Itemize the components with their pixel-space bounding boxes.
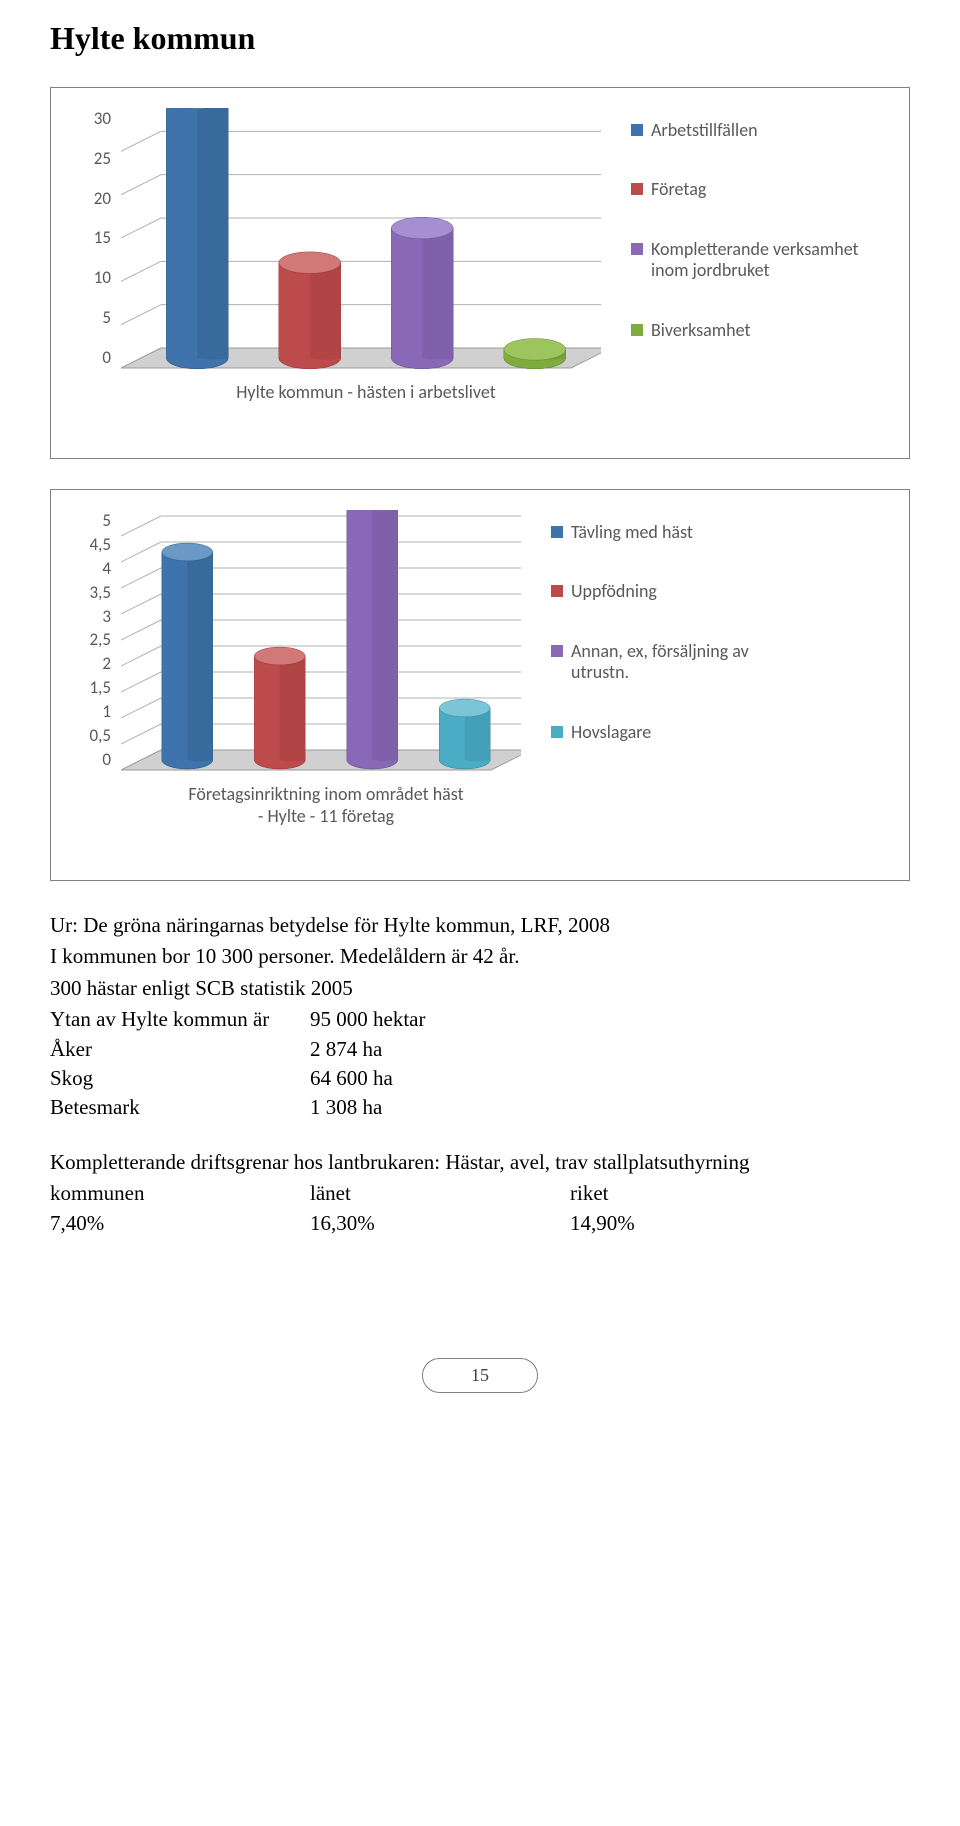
chart2-legend: Tävling med häst Uppfödning Annan, ex, för… <box>551 510 831 770</box>
stat-value: 95 000 hektar <box>310 1005 510 1034</box>
stat-value: 1 308 ha <box>310 1093 510 1122</box>
legend-label: Företag <box>651 179 706 201</box>
legend-item: Kompletterande verksamhet inom jordbruke… <box>631 239 871 282</box>
y-tick: 30 <box>71 108 111 129</box>
comp-heading: Kompletterande driftsgrenar hos lantbruk… <box>50 1148 910 1177</box>
chart1-container: 0 5 10 15 20 25 30 Hylte kommun - hästen i arb… <box>50 87 910 459</box>
comp-col1-val: 7,40% <box>50 1209 310 1238</box>
chart1-y-axis: 0 5 10 15 20 25 30 <box>71 108 111 368</box>
legend-swatch <box>631 183 643 195</box>
y-tick: 3 <box>71 606 111 627</box>
y-tick: 1 <box>71 701 111 722</box>
y-tick: 4 <box>71 558 111 579</box>
legend-swatch <box>551 645 563 657</box>
source-line: Ur: De gröna näringarnas betydelse för H… <box>50 911 910 940</box>
comp-col2-val: 16,30% <box>310 1209 570 1238</box>
stat-label: Betesmark <box>50 1093 310 1122</box>
y-tick: 0 <box>71 749 111 770</box>
y-tick: 3,5 <box>71 582 111 603</box>
page-title: Hylte kommun <box>50 20 910 57</box>
chart2-plot: 0 0,5 1 1,5 2 2,53 3,5 4 4,5 5 Företagsinriktning… <box>71 510 521 860</box>
legend-label: Kompletterande verksamhet inom jordbruke… <box>651 239 871 282</box>
stat-label: Ytan av Hylte kommun är <box>50 1005 310 1034</box>
comp-col1-label: kommunen <box>50 1179 310 1208</box>
population-line: I kommunen bor 10 300 personer. Medelåld… <box>50 942 910 971</box>
body-text: Ur: De gröna näringarnas betydelse för H… <box>50 911 910 1238</box>
legend-swatch <box>631 124 643 136</box>
y-tick: 2,5 <box>71 629 111 650</box>
legend-label: Arbetstillfällen <box>651 120 758 142</box>
y-tick: 25 <box>71 148 111 169</box>
legend-label: Hovslagare <box>571 722 651 744</box>
page-number: 15 <box>422 1358 538 1393</box>
comp-value-row: 7,40% 16,30% 14,90% <box>50 1209 910 1238</box>
comp-header-row: kommunen länet riket <box>50 1179 910 1208</box>
legend-label: Annan, ex, försäljning av utrustn. <box>571 641 791 684</box>
y-tick: 4,5 <box>71 534 111 555</box>
legend-item: Biverksamhet <box>631 320 871 342</box>
chart2-svg: Företagsinriktning inom området häst- Hy… <box>121 510 521 860</box>
y-tick: 15 <box>71 227 111 248</box>
legend-item: Uppfödning <box>551 581 831 603</box>
y-tick: 1,5 <box>71 677 111 698</box>
comp-col3-label: riket <box>570 1179 770 1208</box>
legend-label: Tävling med häst <box>571 522 693 544</box>
comp-col2-label: länet <box>310 1179 570 1208</box>
y-tick: 5 <box>71 510 111 531</box>
y-tick: 0,5 <box>71 725 111 746</box>
stat-label: Skog <box>50 1064 310 1093</box>
legend-swatch <box>551 526 563 538</box>
legend-swatch <box>631 243 643 255</box>
legend-item: Hovslagare <box>551 722 831 744</box>
legend-swatch <box>551 726 563 738</box>
page-number-wrap: 15 <box>50 1358 910 1393</box>
comp-col3-val: 14,90% <box>570 1209 770 1238</box>
stat-value: 64 600 ha <box>310 1064 510 1093</box>
horse-line: 300 hästar enligt SCB statistik 2005 <box>50 974 910 1003</box>
legend-label: Biverksamhet <box>651 320 751 342</box>
y-tick: 20 <box>71 188 111 209</box>
legend-swatch <box>631 324 643 336</box>
stat-label: Åker <box>50 1035 310 1064</box>
legend-item: Arbetstillfällen <box>631 120 871 142</box>
chart1-plot: 0 5 10 15 20 25 30 Hylte kommun - hästen i arb… <box>71 108 601 438</box>
chart1-svg: Hylte kommun - hästen i arbetslivet <box>121 108 601 438</box>
legend-label: Uppfödning <box>571 581 657 603</box>
legend-item: Tävling med häst <box>551 522 831 544</box>
legend-item: Annan, ex, försäljning av utrustn. <box>551 641 831 684</box>
chart2-container: 0 0,5 1 1,5 2 2,53 3,5 4 4,5 5 Företagsinriktning… <box>50 489 910 881</box>
chart1-legend: Arbetstillfällen Företag Kompletterande ve… <box>631 108 871 368</box>
stat-value: 2 874 ha <box>310 1035 510 1064</box>
y-tick: 2 <box>71 653 111 674</box>
y-tick: 5 <box>71 307 111 328</box>
svg-text:Hylte kommun - hästen i arbets: Hylte kommun - hästen i arbetslivet <box>236 381 496 403</box>
stat-table: Ytan av Hylte kommun är95 000 hektarÅker… <box>50 1005 910 1123</box>
legend-swatch <box>551 585 563 597</box>
legend-item: Företag <box>631 179 871 201</box>
y-tick: 0 <box>71 347 111 368</box>
chart2-y-axis: 0 0,5 1 1,5 2 2,53 3,5 4 4,5 5 <box>71 510 111 770</box>
svg-text:Företagsinriktning inom område: Företagsinriktning inom området häst- Hy… <box>188 783 463 827</box>
y-tick: 10 <box>71 267 111 288</box>
